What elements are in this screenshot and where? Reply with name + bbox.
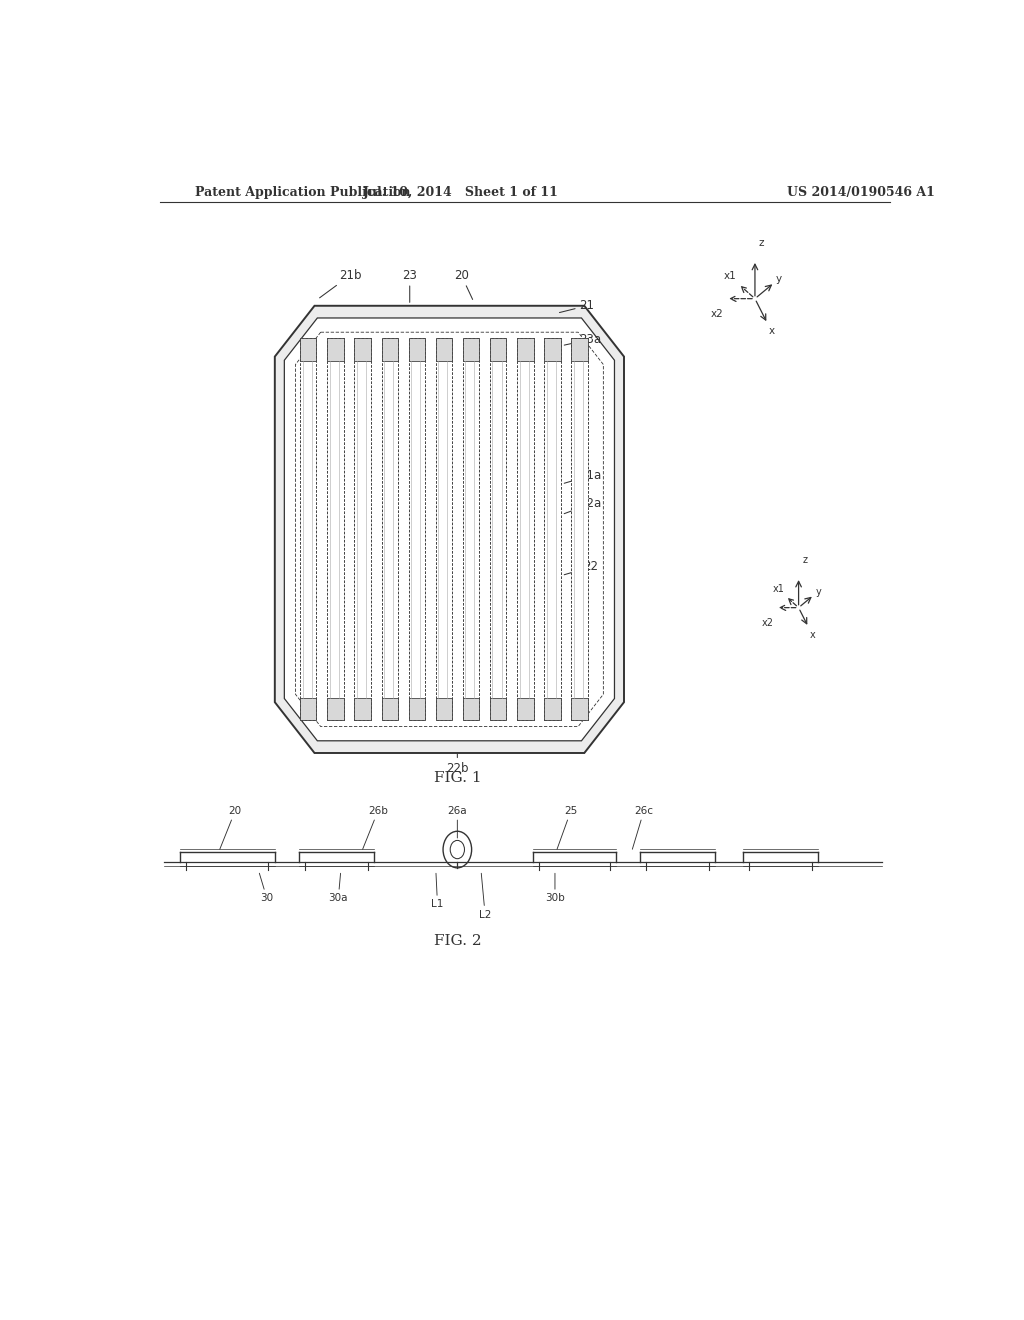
Text: 22a: 22a (564, 498, 602, 513)
Text: x: x (810, 630, 815, 640)
Bar (354, 338, 371, 721)
Bar (517, 338, 534, 360)
Bar (571, 338, 588, 721)
Text: 20: 20 (220, 807, 242, 849)
Bar (328, 698, 344, 721)
Bar (409, 338, 425, 360)
Bar (463, 338, 479, 360)
Text: x: x (769, 326, 775, 337)
Text: 23: 23 (402, 269, 417, 302)
Bar (436, 338, 453, 360)
Bar (328, 338, 344, 360)
Bar (545, 338, 560, 360)
Polygon shape (285, 318, 614, 741)
Bar (409, 338, 425, 721)
Bar (517, 338, 534, 721)
Text: 25: 25 (557, 807, 578, 849)
Bar (300, 698, 316, 721)
Bar (382, 698, 398, 721)
Bar (463, 698, 479, 721)
Bar (354, 698, 371, 721)
Text: x1: x1 (772, 583, 784, 594)
Bar (300, 338, 316, 721)
Text: Jul. 10, 2014   Sheet 1 of 11: Jul. 10, 2014 Sheet 1 of 11 (364, 186, 559, 199)
Text: 23a: 23a (564, 333, 602, 346)
Bar (328, 338, 344, 721)
Text: y: y (815, 587, 821, 598)
Text: 26b: 26b (362, 807, 388, 849)
Text: 22b: 22b (446, 754, 469, 775)
Bar (382, 338, 398, 721)
Text: 20: 20 (454, 269, 473, 300)
Bar (545, 698, 560, 721)
Text: L2: L2 (479, 874, 492, 920)
Text: US 2014/0190546 A1: US 2014/0190546 A1 (786, 186, 935, 199)
Bar (354, 338, 371, 360)
Text: L1: L1 (431, 874, 443, 909)
Bar (545, 338, 560, 721)
Bar (571, 698, 588, 721)
Text: x2: x2 (762, 618, 773, 628)
Text: 26c: 26c (633, 807, 653, 849)
Bar (490, 338, 507, 360)
Text: 30b: 30b (545, 874, 565, 903)
Text: z: z (803, 554, 808, 565)
Bar (490, 338, 507, 721)
Bar (490, 698, 507, 721)
Text: 30: 30 (259, 874, 273, 903)
Text: Patent Application Publication: Patent Application Publication (196, 186, 411, 199)
Text: 21b: 21b (319, 269, 361, 298)
Text: 21a: 21a (564, 469, 602, 483)
Bar (436, 698, 453, 721)
Text: z: z (759, 238, 764, 248)
Text: y: y (776, 275, 782, 284)
Text: x1: x1 (724, 271, 737, 281)
Text: 21: 21 (559, 300, 594, 313)
Text: 30a: 30a (329, 874, 348, 903)
Text: FIG. 2: FIG. 2 (433, 935, 481, 948)
Bar (436, 338, 453, 721)
Text: 26a: 26a (447, 807, 467, 838)
Polygon shape (274, 306, 624, 752)
Bar (463, 338, 479, 721)
Bar (300, 338, 316, 360)
Bar (571, 338, 588, 360)
Text: FIG. 1: FIG. 1 (433, 771, 481, 785)
Text: 22: 22 (564, 561, 598, 574)
Bar (517, 698, 534, 721)
Bar (409, 698, 425, 721)
Text: x2: x2 (711, 309, 723, 319)
Bar (382, 338, 398, 360)
